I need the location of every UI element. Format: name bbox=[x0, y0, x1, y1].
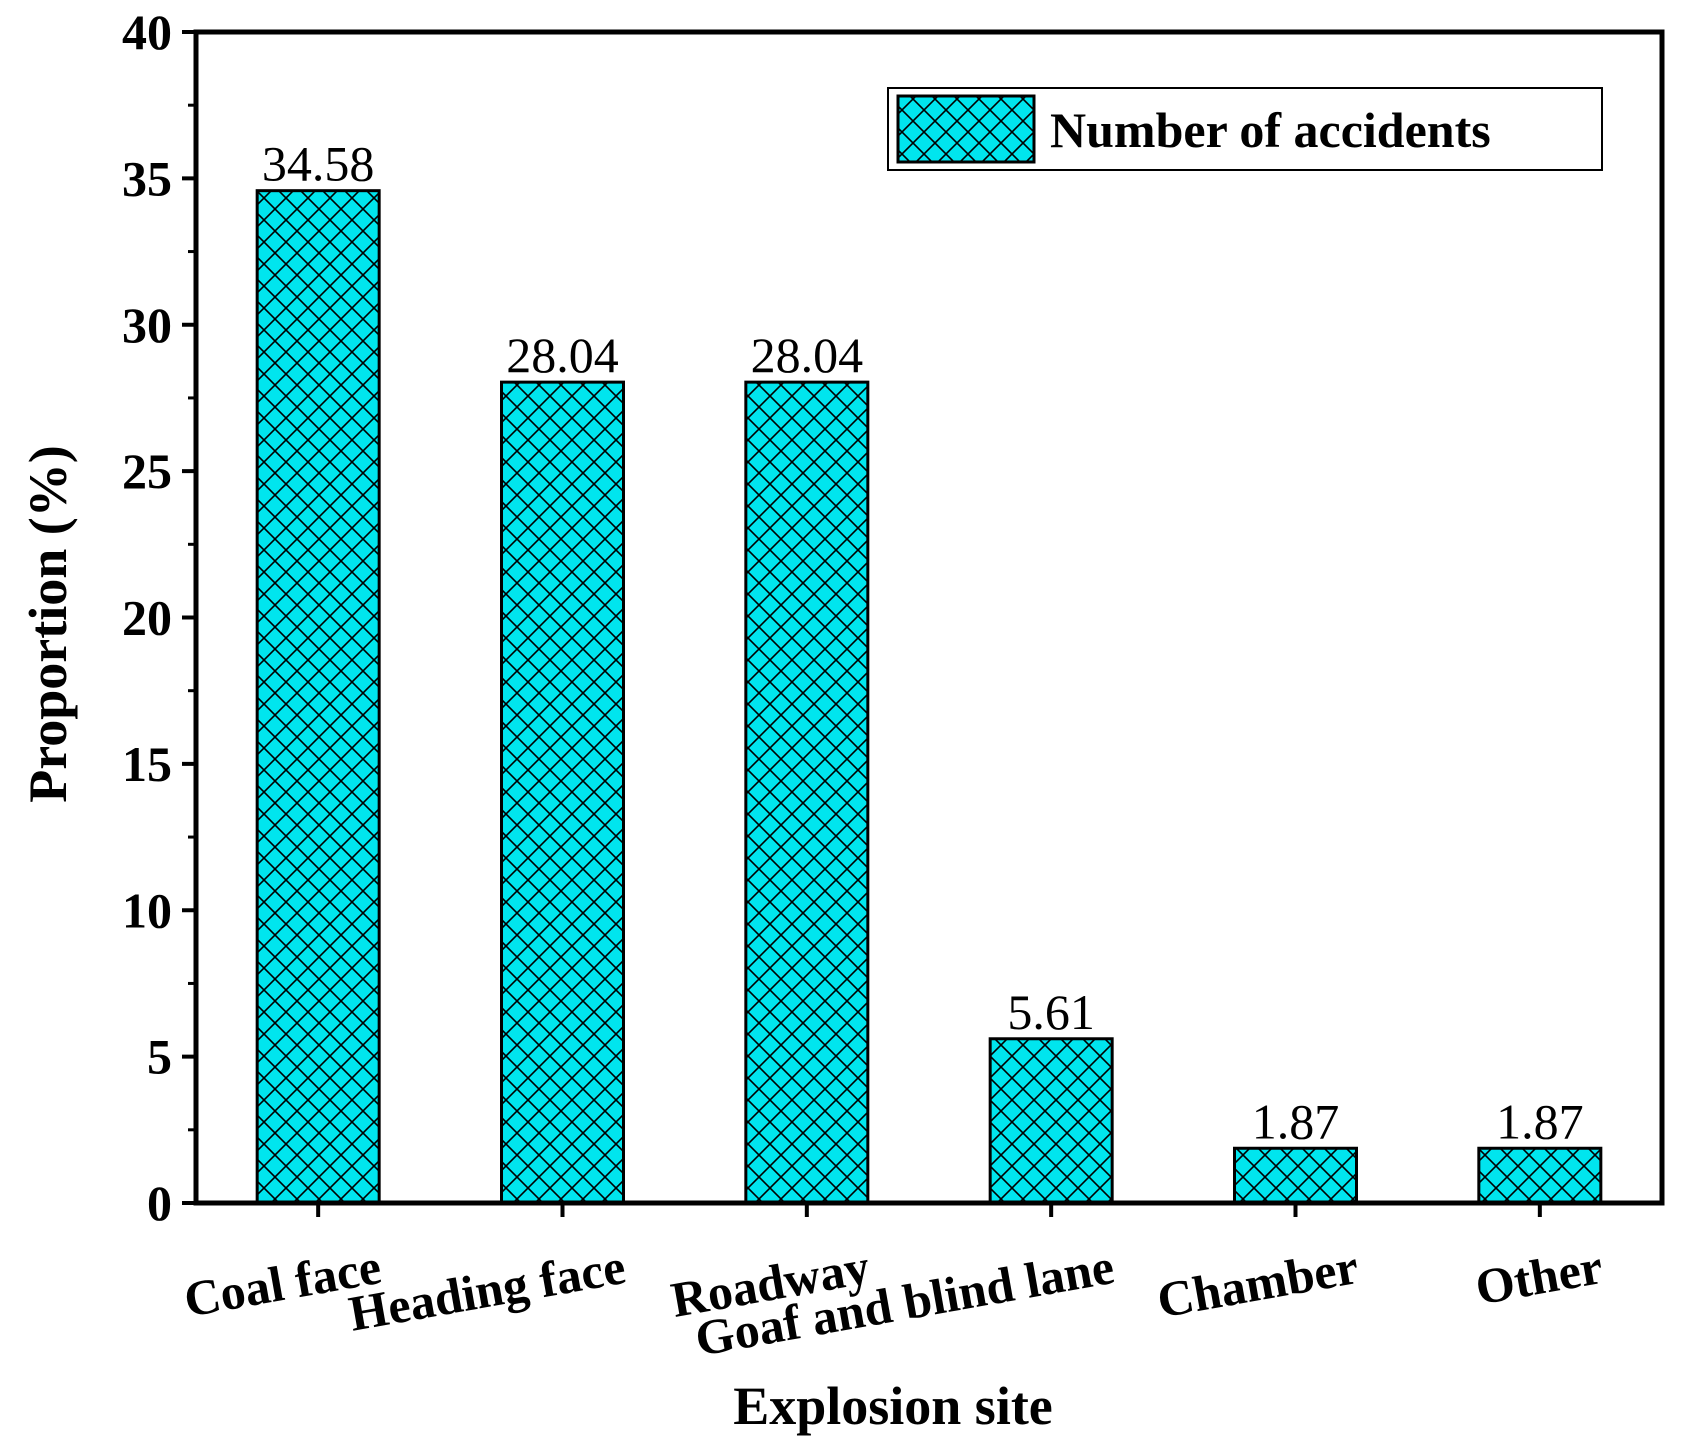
bar-coal-face bbox=[255, 189, 381, 1205]
data-label: 1.87 bbox=[1252, 1093, 1340, 1149]
plot-frame bbox=[193, 29, 1665, 1206]
data-label: 28.04 bbox=[751, 327, 864, 383]
y-axis-title: Proportion (%) bbox=[18, 445, 78, 802]
data-label: 5.61 bbox=[1007, 984, 1095, 1040]
data-labels-group: 34.58 28.04 28.04 5.61 1.87 1.87 bbox=[262, 136, 1584, 1150]
data-label: 34.58 bbox=[262, 136, 375, 192]
x-tick-label: Other bbox=[1471, 1238, 1607, 1315]
data-label: 28.04 bbox=[506, 327, 619, 383]
data-label: 1.87 bbox=[1496, 1093, 1584, 1149]
x-tick-label: Chamber bbox=[1153, 1238, 1362, 1328]
bar-chamber bbox=[1233, 1146, 1358, 1205]
y-tick-label: 25 bbox=[122, 443, 172, 499]
y-tick-label: 5 bbox=[147, 1029, 172, 1085]
y-tick-label: 10 bbox=[122, 882, 172, 938]
y-tick-label: 0 bbox=[147, 1175, 172, 1231]
bar-goaf-and-blind-lane bbox=[988, 1037, 1114, 1205]
y-tick-label: 15 bbox=[122, 736, 172, 792]
bar-heading-face bbox=[500, 380, 625, 1205]
y-axis: 0 5 10 15 20 25 30 35 40 bbox=[122, 4, 196, 1231]
y-tick-label: 40 bbox=[122, 4, 172, 60]
legend-swatch bbox=[896, 94, 1036, 164]
x-axis-title: Explosion site bbox=[733, 1376, 1053, 1436]
bar-other bbox=[1477, 1146, 1603, 1205]
bars-group bbox=[255, 189, 1603, 1205]
bar-roadway bbox=[744, 380, 870, 1205]
legend: Number of accidents bbox=[887, 87, 1603, 171]
y-tick-label: 30 bbox=[122, 297, 172, 353]
y-tick-label: 20 bbox=[122, 590, 172, 646]
x-tick-label: Heading face bbox=[345, 1238, 630, 1342]
legend-label: Number of accidents bbox=[1050, 102, 1491, 158]
y-tick-label: 35 bbox=[122, 150, 172, 206]
